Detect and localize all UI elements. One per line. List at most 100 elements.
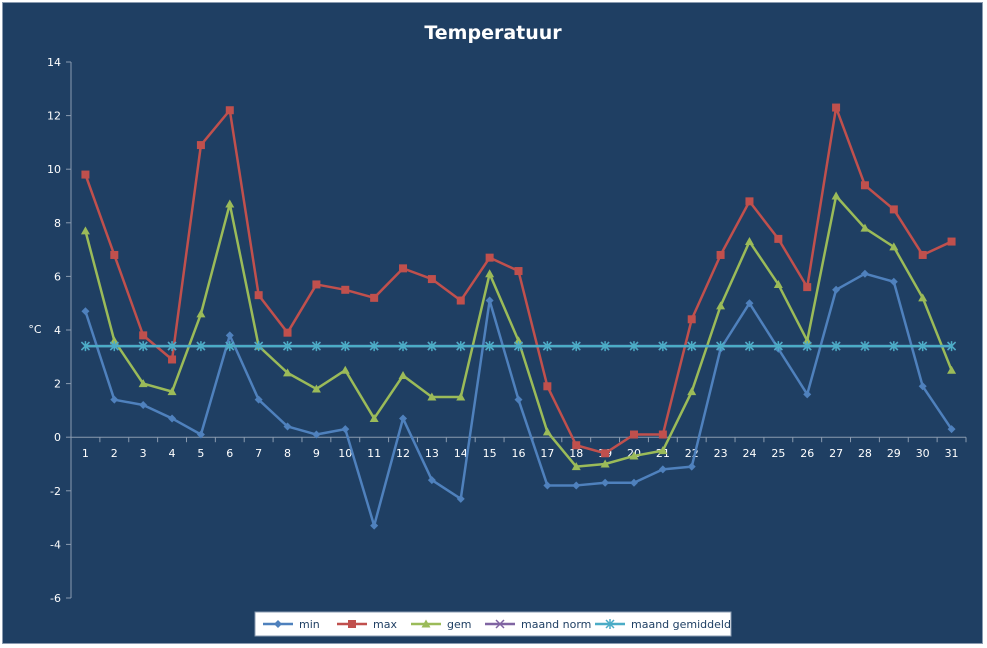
data-point-max [196, 141, 205, 150]
data-point-min [399, 414, 408, 423]
x-tick-label: 30 [916, 447, 930, 460]
data-point-min [370, 521, 379, 530]
x-tick-label: 12 [396, 447, 410, 460]
data-point-maand-gemiddelde [311, 341, 321, 352]
data-point-gem [196, 309, 206, 318]
data-point-min [803, 390, 812, 399]
data-point-gem [947, 365, 957, 374]
y-tick-label: 6 [54, 270, 61, 283]
data-point-min [543, 481, 552, 490]
data-point-max [918, 250, 927, 259]
data-point-gem [773, 279, 783, 288]
data-point-gem [744, 237, 754, 246]
data-point-max [774, 234, 783, 243]
data-point-max [254, 291, 263, 300]
data-point-min [485, 296, 494, 305]
data-point-gem [687, 387, 697, 396]
series-gem [80, 191, 957, 471]
x-tick-label: 6 [226, 447, 233, 460]
y-tick-label: 12 [47, 110, 61, 123]
data-point-gem [398, 371, 408, 380]
data-point-min [860, 269, 869, 278]
x-tick-label: 9 [313, 447, 320, 460]
y-tick-label: -2 [50, 485, 61, 498]
data-point-maand-gemiddelde [254, 341, 264, 352]
data-point-max [456, 296, 465, 305]
data-point-gem [225, 199, 235, 208]
data-point-min [601, 478, 610, 487]
data-point-gem [109, 336, 119, 345]
legend-marker-max [348, 620, 356, 628]
data-point-maand-gemiddelde [225, 341, 235, 352]
series-min [81, 269, 956, 530]
data-point-min [456, 494, 465, 503]
data-point-max [139, 331, 148, 340]
series-group [80, 103, 957, 530]
data-point-gem [918, 293, 928, 302]
x-tick-label: 2 [111, 447, 118, 460]
data-point-maand-gemiddelde [485, 341, 495, 352]
data-point-maand-gemiddelde [773, 341, 783, 352]
data-point-gem [80, 226, 90, 235]
data-point-max [399, 264, 408, 273]
data-point-gem [542, 427, 552, 436]
data-point-maand-gemiddelde [947, 341, 957, 352]
data-point-gem [860, 223, 870, 232]
data-point-min [514, 395, 523, 404]
data-point-min [254, 395, 263, 404]
data-point-min [918, 382, 927, 391]
legend-label-maand-norm: maand norm [521, 618, 591, 631]
legend-label-min: min [299, 618, 320, 631]
y-tick-label: 4 [54, 324, 61, 337]
data-point-maand-gemiddelde [109, 341, 119, 352]
data-point-maand-gemiddelde [831, 341, 841, 352]
data-point-gem [456, 392, 466, 401]
data-point-max [427, 275, 436, 284]
data-point-max [803, 283, 812, 292]
data-point-maand-gemiddelde [369, 341, 379, 352]
data-point-min [139, 401, 148, 410]
y-tick-label: -6 [50, 592, 61, 605]
data-point-min [168, 414, 177, 423]
data-point-max [283, 328, 292, 337]
data-point-max [601, 449, 610, 458]
legend-label-max: max [373, 618, 397, 631]
data-point-maand-gemiddelde [456, 341, 466, 352]
x-tick-label: 3 [140, 447, 147, 460]
x-tick-label: 27 [829, 447, 843, 460]
data-point-maand-gemiddelde [283, 341, 293, 352]
x-tick-label: 11 [367, 447, 381, 460]
data-point-max [687, 315, 696, 324]
legend-box [254, 611, 732, 637]
y-axis-ticks: -6 -4 -2 0 2 4 6 8 10 12 14 [47, 56, 71, 605]
data-point-maand-gemiddelde [658, 341, 668, 352]
data-point-gem [629, 451, 639, 460]
data-point-gem [600, 459, 610, 468]
y-tick-label: 0 [54, 431, 61, 444]
data-point-maand-gemiddelde [138, 341, 148, 352]
data-point-maand-gemiddelde [918, 341, 928, 352]
data-point-gem [138, 379, 148, 388]
data-point-max [860, 181, 869, 190]
data-point-maand-gemiddelde [427, 341, 437, 352]
data-point-max [110, 250, 119, 259]
data-point-maand-gemiddelde [80, 341, 90, 352]
data-point-maand-gemiddelde [167, 341, 177, 352]
data-point-max [745, 197, 754, 206]
x-tick-label: 23 [714, 447, 728, 460]
x-tick-label: 8 [284, 447, 291, 460]
x-tick-label: 10 [338, 447, 352, 460]
data-point-maand-gemiddelde [340, 341, 350, 352]
data-point-gem [716, 301, 726, 310]
data-point-min [947, 425, 956, 434]
x-tick-label: 14 [454, 447, 468, 460]
data-point-maand-gemiddelde [398, 341, 408, 352]
data-point-min [889, 277, 898, 286]
x-tick-label: 15 [483, 447, 497, 460]
data-point-min [572, 481, 581, 490]
x-tick-label: 25 [771, 447, 785, 460]
y-axis-title: °C [28, 323, 42, 336]
data-point-min [225, 331, 234, 340]
data-point-min [658, 465, 667, 474]
